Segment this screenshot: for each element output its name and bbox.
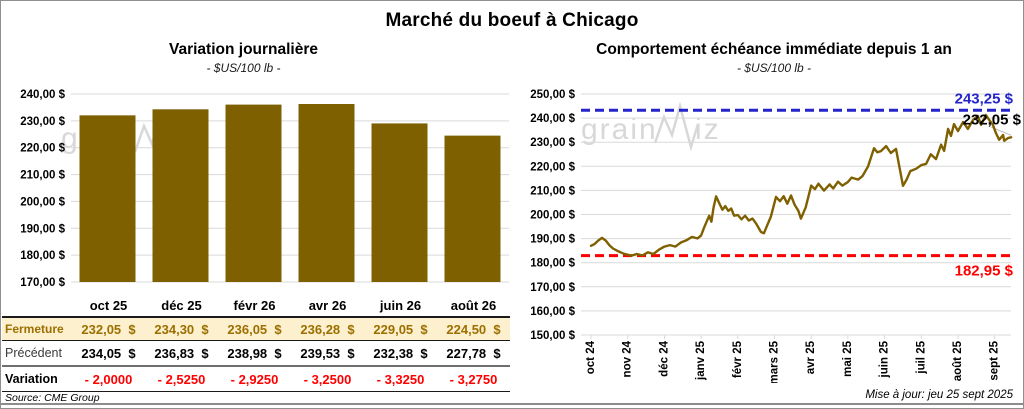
row-label: Variation xyxy=(5,372,58,386)
x-tick-label: nov 24 xyxy=(622,340,634,377)
bar xyxy=(225,104,282,282)
table-cell: 234,05 $ xyxy=(81,345,136,361)
month-label: oct 25 xyxy=(89,298,128,313)
watermark-text-part2: iz xyxy=(695,113,721,146)
y-tick-label: 220,00 $ xyxy=(20,143,65,155)
price-line xyxy=(589,113,1013,257)
y-tick-label: 160,00 $ xyxy=(530,306,575,318)
y-tick-label: 180,00 $ xyxy=(530,258,575,270)
y-tick-label: 200,00 $ xyxy=(530,210,575,222)
bar-chart-title: Variation journalière xyxy=(168,41,319,58)
y-tick-label: 210,00 $ xyxy=(530,185,575,197)
bottom-divider xyxy=(1,403,1023,405)
y-tick-label: 210,00 $ xyxy=(20,170,65,182)
table-row-variation: Variation - 2,0000 - 2,5250 - 2,9250 - 3,250… xyxy=(2,367,510,392)
low-value-label: 182,95 $ xyxy=(955,263,1014,280)
row-label: Précédent xyxy=(5,346,62,360)
x-tick-label: oct 24 xyxy=(585,340,597,374)
bar-chart: 240,00 $ 230,00 $ 220,00 $ 210,00 $ 200,00 $… xyxy=(20,89,509,289)
x-tick-label: mai 25 xyxy=(842,340,854,376)
x-tick-label: févr 25 xyxy=(732,340,744,378)
row-label: Fermeture xyxy=(5,322,64,336)
x-tick-label: avr 25 xyxy=(805,340,817,374)
table-cell: - 2,0000 xyxy=(84,371,133,387)
month-label: déc 25 xyxy=(161,298,202,313)
bar xyxy=(79,115,136,282)
x-tick-label: déc 24 xyxy=(658,340,670,376)
y-tick-label: 230,00 $ xyxy=(530,137,575,149)
x-tick-label: août 25 xyxy=(952,340,964,381)
y-tick-label: 190,00 $ xyxy=(20,223,65,235)
table-cell: 229,05 $ xyxy=(373,321,428,337)
last-value-label: 232,05 $ xyxy=(963,111,1022,128)
category-spacer xyxy=(2,296,72,316)
y-tick-label: 240,00 $ xyxy=(530,113,575,125)
bar-chart-category-row: oct 25 déc 25 févr 26 avr 26 juin 26 août 26 xyxy=(2,296,510,316)
y-tick-label: 190,00 $ xyxy=(530,234,575,246)
y-tick-label: 220,00 $ xyxy=(530,161,575,173)
x-tick-label: mars 25 xyxy=(769,340,781,383)
page-title: Marché du boeuf à Chicago xyxy=(385,10,639,31)
table-cell: 232,05 $ xyxy=(81,321,136,337)
bar xyxy=(152,109,209,283)
y-tick-label: 150,00 $ xyxy=(530,330,575,342)
table-cell: - 3,3250 xyxy=(376,371,425,387)
table-cell: 239,53 $ xyxy=(300,345,355,361)
line-chart: 250,00 $ 240,00 $ 230,00 $ 220,00 $ 210,00 $… xyxy=(530,89,1022,383)
line-chart-title: Comportement échéance immédiate depuis 1… xyxy=(596,41,952,58)
table-row-fermeture: Fermeture 232,05 $ 234,30 $ 236,05 $ 236,28 … xyxy=(2,316,510,341)
table-cell: 227,78 $ xyxy=(446,345,501,361)
x-tick-label: janv 25 xyxy=(695,340,707,381)
table-cell: - 3,2750 xyxy=(449,371,498,387)
watermark-zigzag-icon xyxy=(653,101,700,152)
table-row-precedent: Précédent 234,05 $ 236,83 $ 238,98 $ 239,53 … xyxy=(2,341,510,367)
x-tick-label: juin 25 xyxy=(879,340,891,378)
x-tick-label: juil 25 xyxy=(915,340,927,374)
table-cell: 236,05 $ xyxy=(227,321,282,337)
futures-table: Fermeture 232,05 $ 234,30 $ 236,05 $ 236,28 … xyxy=(2,316,510,392)
y-tick-label: 250,00 $ xyxy=(530,89,575,101)
table-cell: 234,30 $ xyxy=(154,321,209,337)
table-cell: 232,38 $ xyxy=(373,345,428,361)
y-tick-label: 180,00 $ xyxy=(20,250,65,262)
y-tick-label: 170,00 $ xyxy=(20,277,65,289)
table-cell: 236,83 $ xyxy=(154,345,209,361)
bar xyxy=(371,123,428,282)
y-tick-label: 240,00 $ xyxy=(20,89,65,101)
update-note: Mise à jour: jeu 25 sept 2025 xyxy=(865,389,1013,401)
source-note: Source: CME Group xyxy=(5,392,100,404)
month-label: juin 26 xyxy=(379,298,422,313)
table-cell: - 3,2500 xyxy=(303,371,352,387)
table-cell: - 2,5250 xyxy=(157,371,206,387)
table-cell: 238,98 $ xyxy=(227,345,282,361)
table-cell: - 2,9250 xyxy=(230,371,279,387)
table-cell: 236,28 $ xyxy=(300,321,355,337)
y-tick-label: 200,00 $ xyxy=(20,196,65,208)
month-label: févr 26 xyxy=(233,298,276,313)
y-tick-label: 170,00 $ xyxy=(530,282,575,294)
bar xyxy=(444,135,501,282)
high-value-label: 243,25 $ xyxy=(955,90,1014,107)
x-tick-label: sept 25 xyxy=(989,340,1001,380)
table-cell: 224,50 $ xyxy=(446,321,501,337)
line-chart-subtitle: - $US/100 lb - xyxy=(736,61,812,75)
y-tick-label: 230,00 $ xyxy=(20,116,65,128)
month-label: août 26 xyxy=(450,298,497,313)
month-label: avr 26 xyxy=(308,298,347,313)
bar-chart-subtitle: - $US/100 lb - xyxy=(206,61,281,75)
bar xyxy=(298,103,355,282)
